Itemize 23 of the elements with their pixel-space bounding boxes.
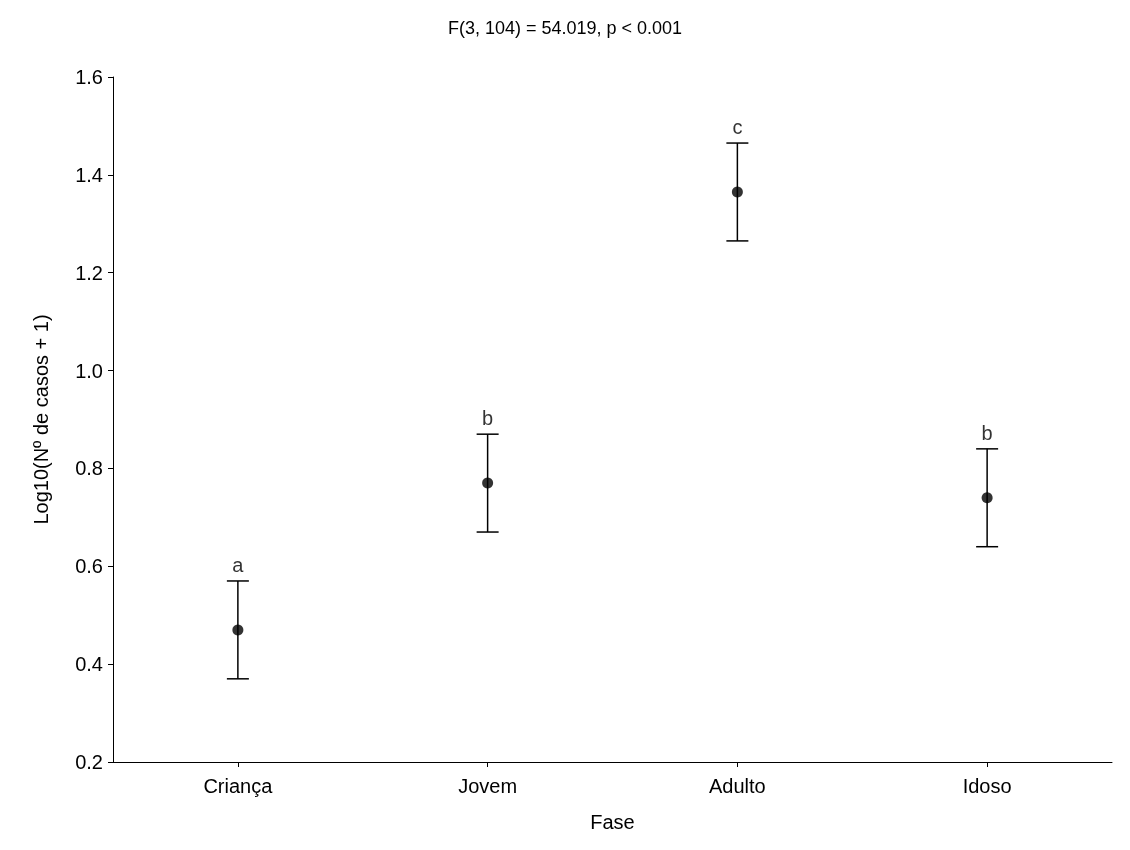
- x-tick-label: Jovem: [458, 775, 518, 797]
- annotation: a: [232, 553, 245, 576]
- y-tick-label: 0.8: [75, 457, 103, 480]
- x-tick-label: Criança: [203, 775, 274, 797]
- x-axis-title: Fase: [590, 811, 635, 833]
- annotation: b: [482, 407, 494, 430]
- point: [482, 477, 494, 489]
- y-tick-label: 1.6: [75, 66, 103, 88]
- chart-title: F(3, 104) = 54.019, p < 0.001: [447, 18, 683, 38]
- y-tick-label: 0.2: [75, 751, 103, 773]
- y-axis-title: Log10(Nº de casos + 1): [30, 314, 52, 525]
- annotation: c: [732, 116, 743, 139]
- y-tick-label: 1.4: [75, 163, 103, 186]
- point: [232, 624, 244, 636]
- point: [731, 186, 743, 198]
- annotation: b: [981, 421, 993, 444]
- x-tick-label: Idoso: [962, 775, 1012, 797]
- y-tick-label: 1.2: [75, 261, 103, 284]
- y-tick-label: 1.0: [75, 359, 103, 382]
- y-tick-label: 0.6: [75, 555, 103, 578]
- y-tick-label: 0.4: [75, 653, 103, 676]
- point: [981, 492, 993, 504]
- x-tick-label: Adulto: [709, 775, 766, 797]
